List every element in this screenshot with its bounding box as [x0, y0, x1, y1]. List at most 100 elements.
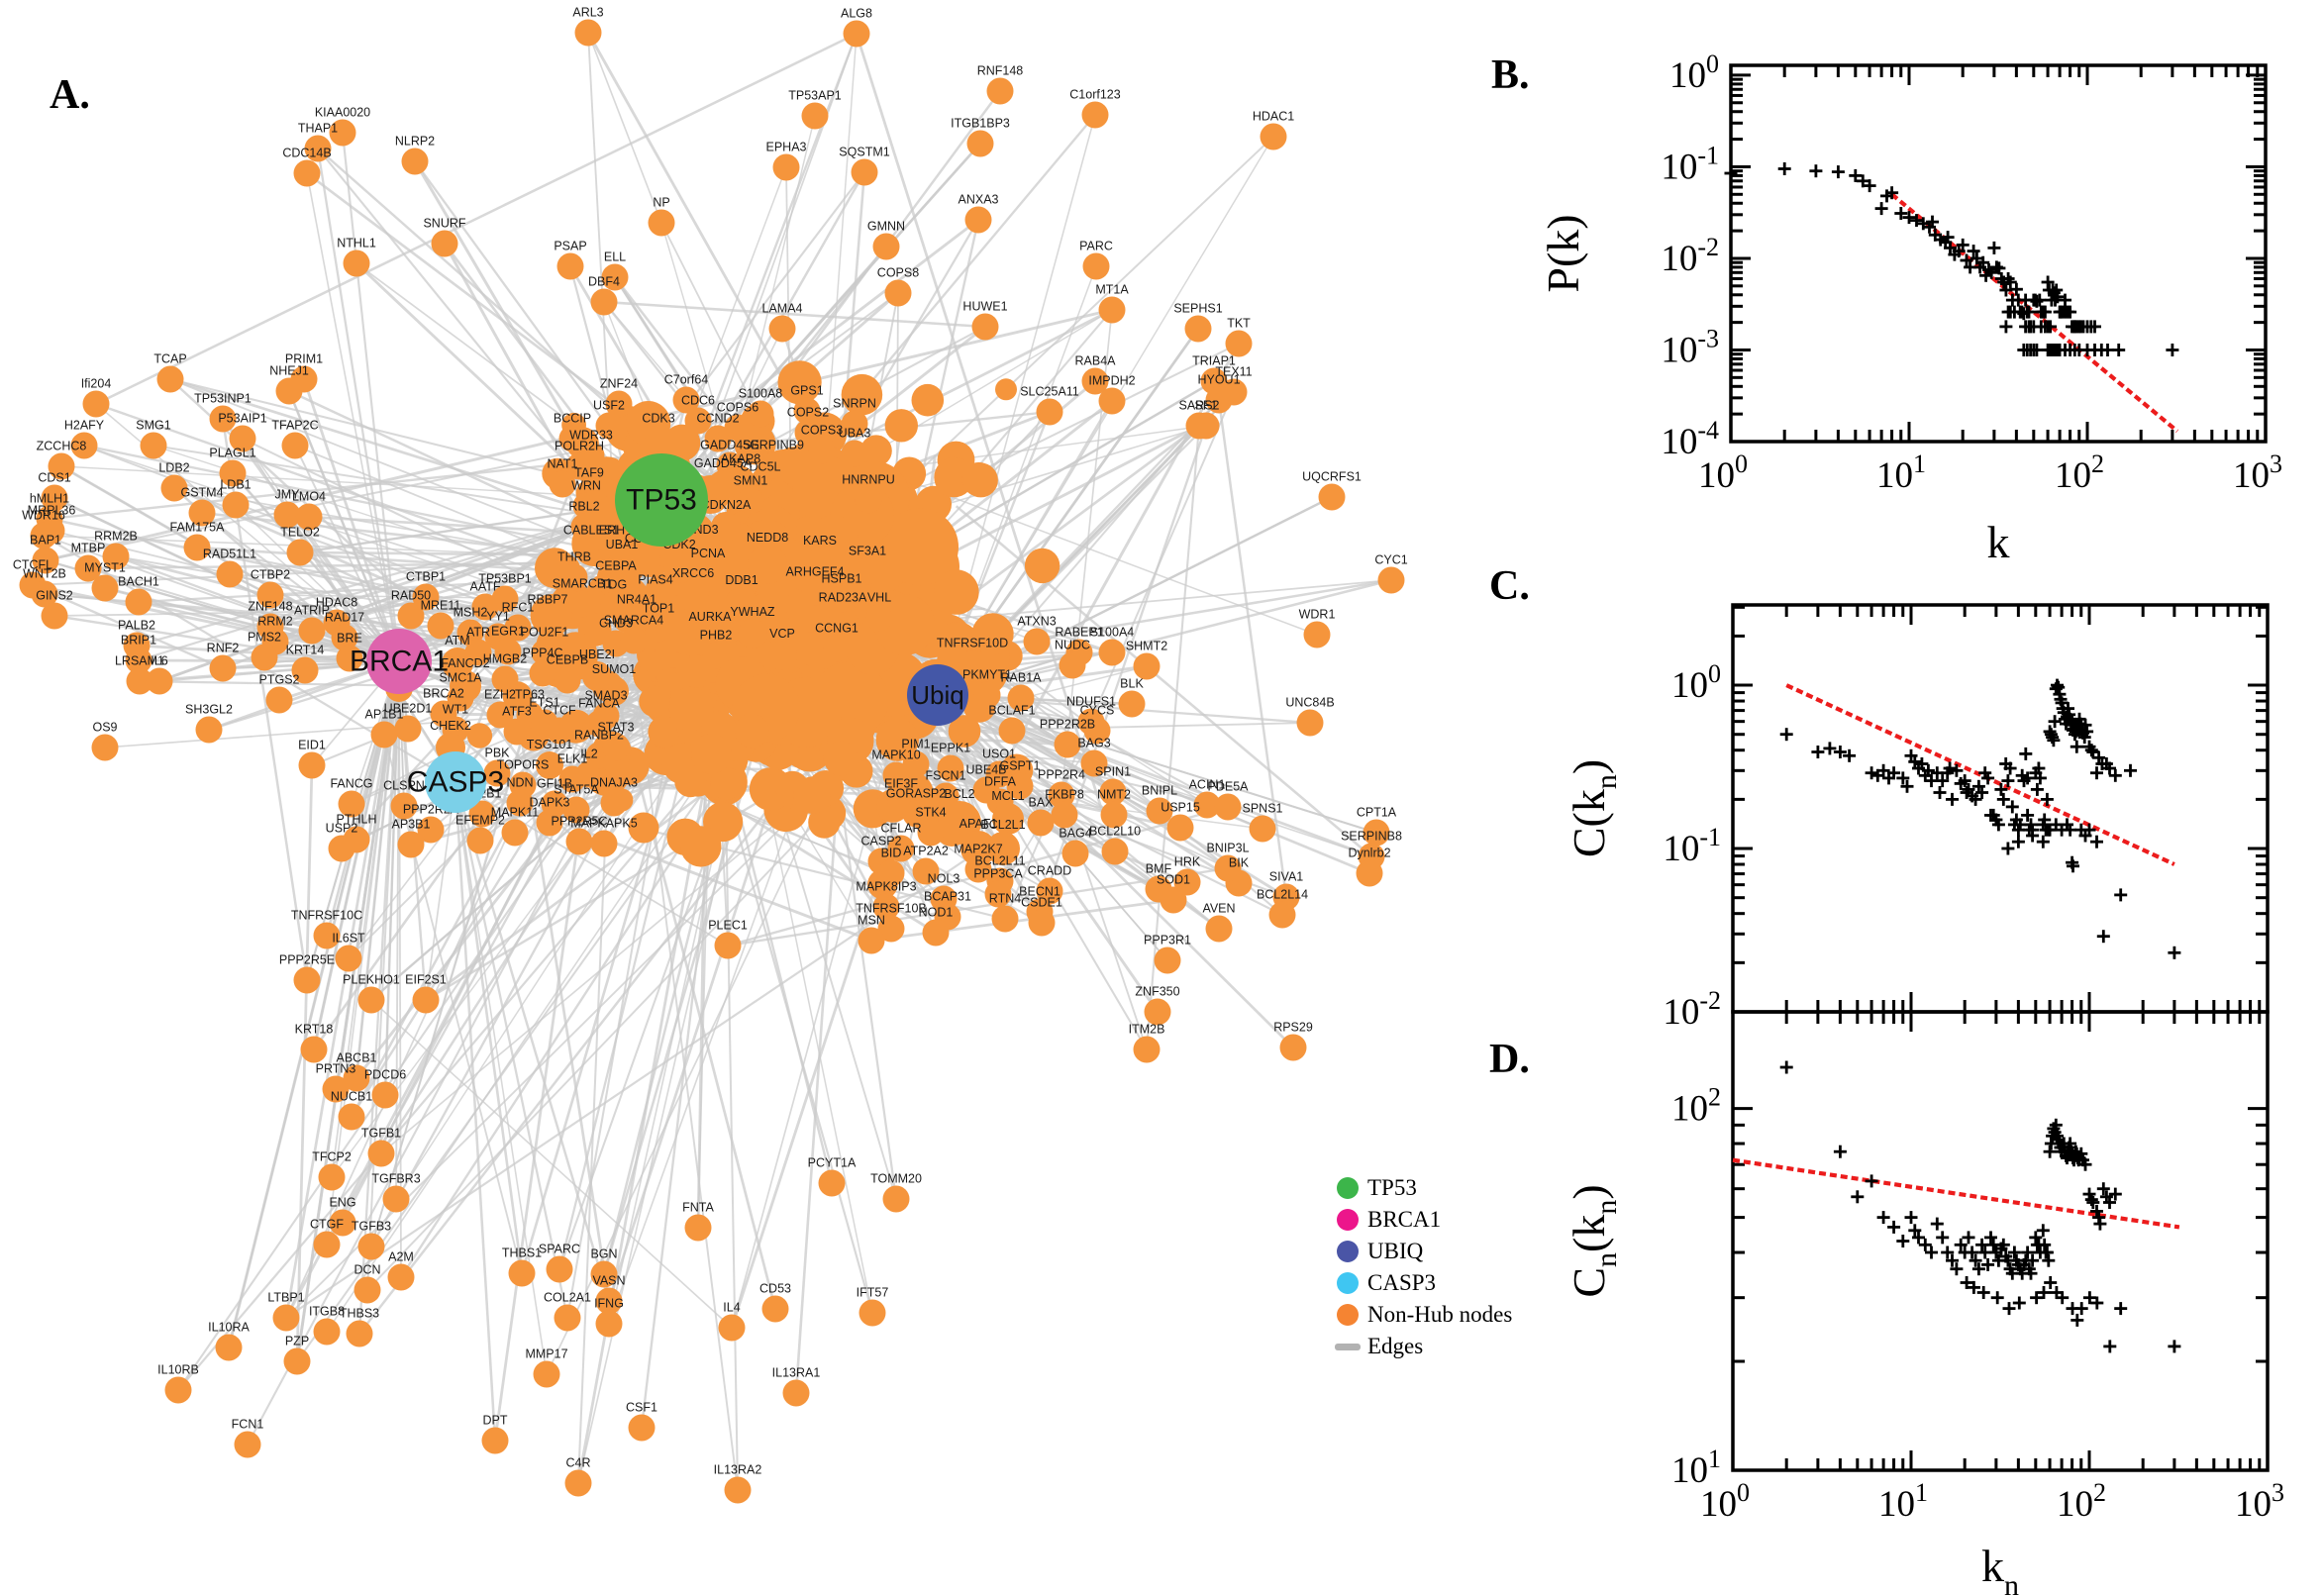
network-node	[882, 1185, 910, 1213]
network-node-label: DDB1	[725, 573, 758, 587]
network-node-label: PPP4C	[523, 647, 563, 660]
network-node	[1101, 838, 1129, 865]
network-node	[718, 1314, 746, 1342]
network-node	[747, 400, 774, 428]
network-node-label: GADD45G	[700, 439, 759, 452]
tick-label: 10-1	[1663, 823, 1721, 869]
network-node	[531, 639, 558, 666]
network-node	[902, 750, 930, 778]
network-node-label: DAPK3	[530, 796, 570, 810]
network-node-label: PLAGL1	[209, 447, 255, 460]
network-node-label: BAG3	[1077, 737, 1110, 750]
axis-ticks	[1731, 605, 2270, 1014]
network-node	[265, 686, 293, 714]
network-node-label: USP15	[1161, 801, 1200, 815]
network-node-label: TELO2	[280, 526, 320, 540]
network-node-label: PHB2	[700, 629, 733, 643]
network-node-label: AURKA	[688, 610, 732, 624]
network-node-label: RNF2	[207, 642, 240, 655]
network-node-label: NOD1	[919, 906, 954, 920]
network-node	[357, 1233, 385, 1260]
network-node	[1144, 998, 1171, 1026]
network-node	[620, 627, 648, 654]
network-node-label: C7orf64	[664, 373, 709, 387]
network-node	[902, 800, 930, 828]
edge-swatch-icon	[1335, 1343, 1361, 1350]
network-node-label: ELK1	[557, 752, 588, 766]
network-node-label: DNAJA3	[590, 776, 638, 790]
network-node	[298, 617, 326, 645]
network-node	[328, 835, 355, 862]
network-node-label: CRADD	[1028, 864, 1071, 878]
network-node-label: CCND2	[696, 412, 739, 426]
network-node-label: BCL2L1	[980, 818, 1025, 832]
network-node	[286, 539, 314, 566]
network-node-label: USO1	[982, 748, 1016, 761]
network-node	[759, 451, 787, 479]
network-node	[708, 470, 738, 500]
network-node-label: MYST1	[84, 561, 126, 575]
network-node	[387, 1263, 415, 1291]
network-node-label: TDG	[601, 578, 627, 592]
network-node-label: TP63	[515, 688, 545, 702]
network-node-label: RNF148	[977, 64, 1024, 78]
x-axis-title: kn	[1981, 1541, 2019, 1596]
network-node	[41, 484, 68, 512]
network-node-label: NMT2	[1097, 788, 1131, 802]
x-axis-title: k	[1987, 517, 2010, 567]
network-node-label: NEDD8	[747, 531, 788, 545]
network-node-label: YWHAZ	[730, 605, 775, 619]
network-node	[623, 606, 651, 634]
network-node-label: FSCN1	[926, 769, 966, 783]
network-node-label: BACH1	[118, 575, 159, 589]
network-node	[290, 365, 318, 393]
network-node	[959, 649, 986, 677]
network-node	[761, 1295, 789, 1323]
network-node	[554, 1304, 581, 1332]
data-points	[1779, 678, 2181, 959]
network-node-label: CABLES1	[563, 524, 619, 538]
network-node	[737, 487, 764, 515]
network-node	[704, 425, 732, 452]
network-node-label: ATXN3	[1017, 615, 1056, 629]
network-node-label: PPP2R4	[1038, 768, 1085, 782]
network-node	[937, 754, 964, 782]
network-node	[82, 390, 110, 418]
network-node	[605, 390, 633, 418]
network-node	[322, 1075, 350, 1103]
network-node	[491, 665, 519, 693]
network-node-label: MT1A	[1095, 283, 1129, 297]
network-node-label: CTBP2	[251, 568, 290, 582]
network-node	[829, 604, 857, 632]
network-node-label: TOPORS	[497, 758, 550, 772]
network-node-label: TNFRSF10B	[856, 902, 927, 916]
network-node	[1118, 690, 1146, 718]
network-node-label: CDC5L	[741, 460, 781, 474]
network-node	[772, 153, 800, 181]
network-node	[188, 499, 216, 527]
network-node-label: CASP2	[861, 835, 902, 848]
network-node	[367, 1140, 395, 1167]
tick-label: 102	[1671, 1083, 1721, 1130]
network-node-label: NUDC	[1055, 639, 1090, 652]
network-node-label: PTGS2	[259, 673, 300, 687]
network-node-label: TP53AP1	[788, 89, 842, 103]
network-node-label: FANCG	[330, 777, 372, 791]
network-node-label: TKT	[1227, 317, 1251, 331]
network-node	[767, 641, 797, 670]
chart-panel-c: 10-2 10-1 100 C(kn)	[1564, 603, 2270, 1033]
network-node-label: EID1	[298, 739, 326, 752]
network-node-label: SF3A1	[849, 545, 886, 558]
network-node	[828, 585, 856, 613]
y-axis-title: P(k)	[1538, 214, 1588, 292]
network-node	[427, 612, 454, 640]
network-node-label: SERPINB9	[743, 439, 804, 452]
network-node-label: PBK	[484, 747, 510, 760]
network-node-label: BID	[881, 847, 902, 860]
network-node	[412, 986, 440, 1014]
network-node-label: TSG101	[527, 738, 573, 751]
network-node-label: ATP2A2	[903, 845, 949, 858]
network-node-label: Ifi204	[81, 377, 112, 391]
network-node	[702, 642, 730, 669]
